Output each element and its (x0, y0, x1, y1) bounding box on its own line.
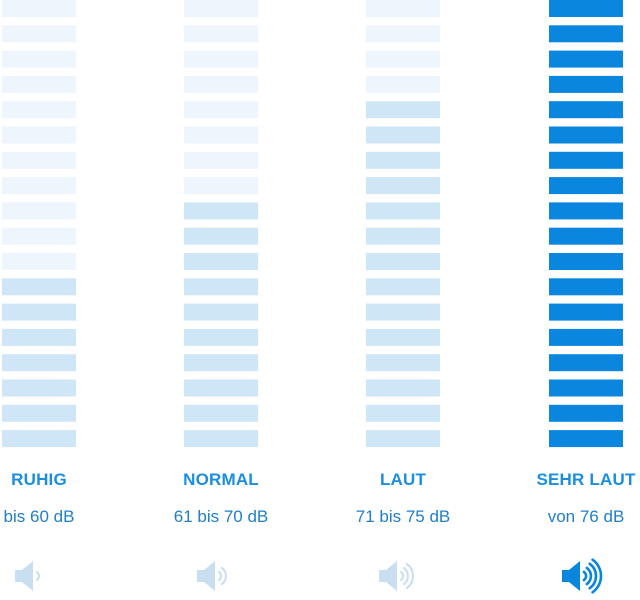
meter-bar (2, 253, 76, 270)
meter-bar (549, 430, 623, 448)
meter-bar (549, 126, 623, 144)
meter-bar (2, 50, 76, 68)
level-label-sehr-laut: SEHR LAUT (536, 470, 636, 489)
meter-bar (184, 126, 258, 144)
meter-bar (2, 227, 76, 245)
meter-bar (549, 151, 623, 169)
meter-bar (2, 354, 76, 372)
meter-bar (184, 0, 258, 17)
meter-bar (2, 379, 76, 397)
level-label-ruhig: RUHIG (11, 470, 67, 489)
meter-bar (549, 177, 623, 195)
speaker-three-waves-icon (366, 556, 440, 600)
meter-bar (549, 75, 623, 93)
meter-bar (2, 25, 76, 43)
meter-bar (2, 430, 76, 448)
meter-bar (2, 126, 76, 144)
meter-bar (549, 50, 623, 68)
meter-bar (366, 354, 440, 372)
meter-bar (366, 253, 440, 270)
meter-bar (366, 202, 440, 220)
meter-bar (184, 25, 258, 43)
meter-bar (184, 303, 258, 321)
level-label-normal: NORMAL (183, 470, 259, 489)
meter-bar (2, 278, 76, 296)
meter-bar (2, 404, 76, 422)
meter-bar (2, 202, 76, 220)
meter-bar (549, 25, 623, 43)
meter-bar (184, 50, 258, 68)
meter-bar (2, 0, 76, 17)
meter-bar (549, 404, 623, 422)
meter-bar (366, 126, 440, 144)
meter-bar (366, 0, 440, 17)
meter-bar (366, 101, 440, 119)
meter-bar (184, 430, 258, 448)
speaker-two-waves-icon (184, 556, 258, 600)
meter-bar (184, 227, 258, 245)
level-meter-laut (366, 0, 440, 448)
meter-bar (184, 177, 258, 195)
meter-bar (184, 328, 258, 346)
level-range-normal: 61 bis 70 dB (173, 507, 269, 526)
meter-bar (366, 430, 440, 448)
speaker-one-wave-icon (2, 556, 76, 600)
meter-bar (184, 151, 258, 169)
meter-bar (366, 151, 440, 169)
meter-bar (549, 202, 623, 220)
meter-bar (2, 101, 76, 119)
meter-bar (2, 177, 76, 195)
meter-bar (366, 404, 440, 422)
meter-bar (184, 379, 258, 397)
meter-bar (2, 151, 76, 169)
speaker-four-waves-icon (549, 556, 623, 600)
meter-bar (184, 75, 258, 93)
meter-bar (366, 75, 440, 93)
meter-bar (366, 227, 440, 245)
meter-bar (549, 253, 623, 270)
level-meter-normal (184, 0, 258, 448)
meter-bar (366, 328, 440, 346)
meter-bar (184, 404, 258, 422)
meter-bar (184, 253, 258, 270)
meter-bar (549, 227, 623, 245)
meter-bar (549, 328, 623, 346)
meter-bar (184, 202, 258, 220)
meter-bar (549, 354, 623, 372)
meter-bar (366, 379, 440, 397)
meter-bar (2, 75, 76, 93)
meter-bar (2, 328, 76, 346)
meter-bar (549, 379, 623, 397)
meter-bar (549, 101, 623, 119)
meter-bar (366, 303, 440, 321)
meter-bar (366, 177, 440, 195)
level-meter-sehr-laut (549, 0, 623, 448)
meter-bar (549, 303, 623, 321)
level-label-laut: LAUT (379, 470, 427, 489)
meter-bar (184, 278, 258, 296)
level-meter-ruhig (2, 0, 76, 448)
meter-bar (184, 101, 258, 119)
level-range-sehr-laut: von 76 dB (547, 507, 625, 526)
meter-bar (549, 278, 623, 296)
meter-bar (184, 354, 258, 372)
level-range-laut: 71 bis 75 dB (355, 507, 451, 526)
meter-bar (366, 278, 440, 296)
level-range-ruhig: bis 60 dB (3, 507, 75, 526)
meter-bar (366, 50, 440, 68)
meter-bar (549, 0, 623, 17)
meter-bar (366, 25, 440, 43)
meter-bar (2, 303, 76, 321)
